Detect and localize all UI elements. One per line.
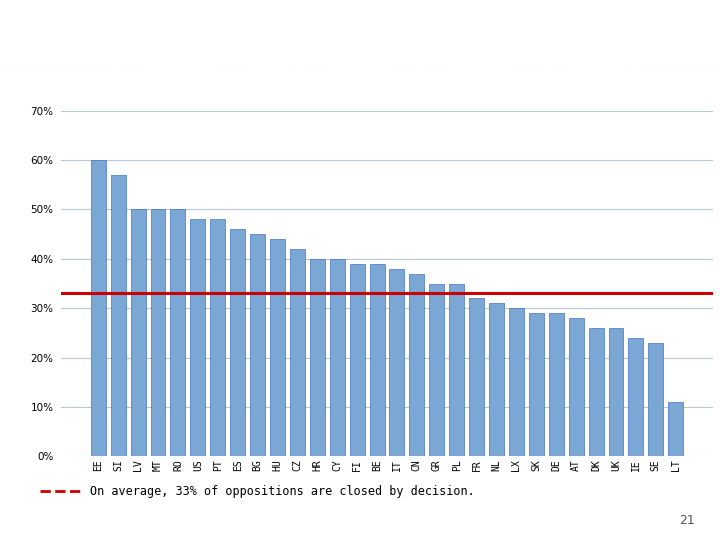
Bar — [310, 259, 325, 456]
Bar — [210, 219, 225, 456]
Bar — [350, 264, 364, 456]
Bar — [130, 210, 145, 456]
Bar — [589, 328, 603, 456]
Bar — [270, 239, 285, 456]
Bar — [449, 284, 464, 456]
Bar — [230, 229, 245, 456]
Bar — [489, 303, 504, 456]
Bar — [150, 210, 166, 456]
Bar — [429, 284, 444, 456]
Bar — [569, 318, 584, 456]
Bar — [529, 313, 544, 456]
Bar — [369, 264, 384, 456]
Bar — [410, 274, 424, 456]
Bar — [111, 175, 126, 456]
Bar — [469, 298, 484, 456]
Bar — [608, 328, 624, 456]
Bar — [330, 259, 345, 456]
Bar — [171, 210, 185, 456]
Text: 21: 21 — [679, 514, 695, 526]
Bar — [91, 160, 106, 456]
Bar — [668, 402, 683, 456]
Bar — [629, 338, 644, 456]
Bar — [648, 343, 663, 456]
Text: % of opposition closed by decision, by nationality of opponent: % of opposition closed by decision, by n… — [96, 57, 639, 73]
Bar — [509, 308, 524, 456]
Bar — [549, 313, 564, 456]
Bar — [390, 269, 405, 456]
Bar — [290, 249, 305, 456]
Text: On average, 33% of oppositions are closed by decision.: On average, 33% of oppositions are close… — [90, 485, 474, 498]
Bar — [250, 234, 265, 456]
Bar — [190, 219, 205, 456]
